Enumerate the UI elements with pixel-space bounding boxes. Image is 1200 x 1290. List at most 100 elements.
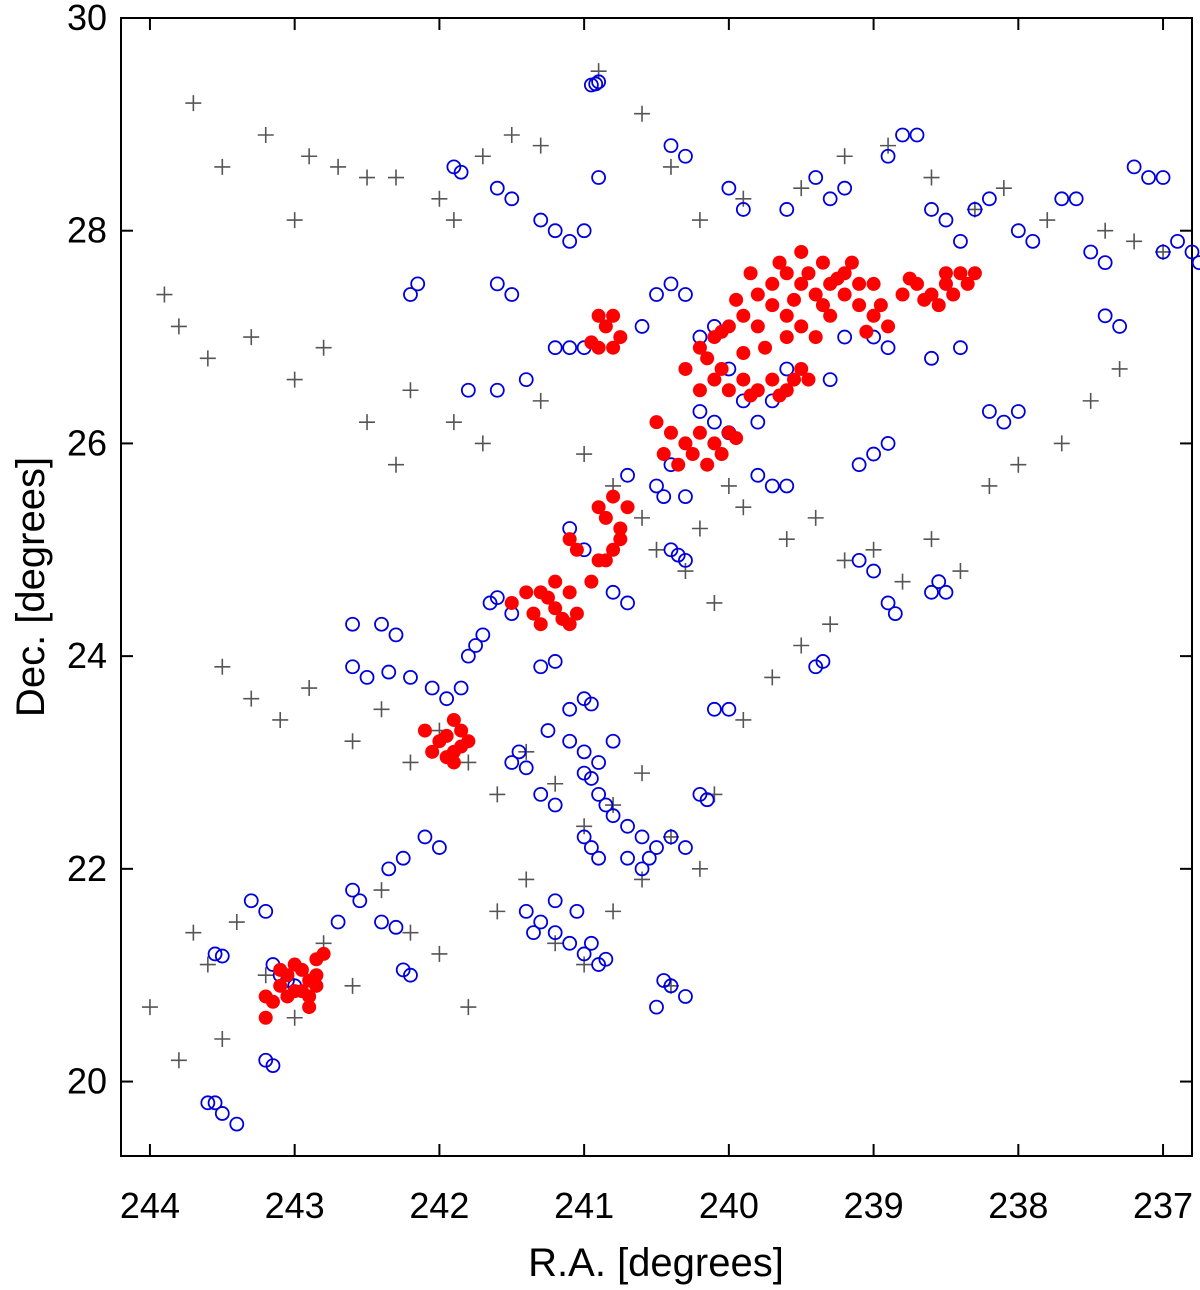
plus-point — [923, 531, 940, 548]
plus-point — [156, 286, 173, 303]
filled-circle-point — [794, 244, 809, 259]
open-circle-point — [562, 233, 578, 249]
open-circle-point — [866, 446, 881, 462]
open-circle-point — [518, 372, 534, 388]
open-circle-point — [678, 840, 693, 855]
plus-point — [387, 169, 404, 186]
filled-circle-point — [692, 340, 707, 355]
plus-point — [359, 414, 376, 431]
filled-circle-point — [439, 728, 454, 743]
open-circle-point — [243, 893, 259, 909]
open-circle-point — [605, 584, 621, 600]
plus-point — [634, 765, 651, 782]
filled-circle-point — [786, 372, 801, 387]
open-circle-point — [938, 584, 954, 600]
filled-circle-point — [750, 287, 765, 302]
open-circle-point — [518, 760, 534, 776]
filled-circle-point — [815, 298, 830, 313]
plus-point — [662, 158, 679, 175]
y-tick-label: 24 — [67, 635, 107, 676]
filled-circle-point — [273, 962, 288, 977]
filled-circle-point — [758, 340, 773, 355]
plus-point — [373, 882, 390, 899]
plus-point — [634, 509, 651, 526]
filled-circle-point — [729, 431, 744, 446]
filled-circle-point — [425, 744, 440, 759]
open-circle-point — [1010, 404, 1026, 419]
filled-circle-point — [721, 383, 736, 398]
filled-circle-point — [743, 266, 758, 281]
open-circle-point — [837, 329, 853, 345]
open-circle-point — [533, 212, 549, 228]
filled-circle-point — [569, 606, 584, 621]
open-circle-point — [656, 973, 672, 988]
filled-circle-point — [309, 968, 324, 983]
open-circle-point — [1068, 191, 1084, 207]
plus-point — [330, 158, 347, 175]
plus-point — [793, 637, 810, 654]
open-circle-point — [750, 467, 766, 483]
open-circle-point — [649, 478, 664, 494]
open-circle-point — [489, 276, 505, 292]
filled-circle-point — [852, 276, 867, 291]
open-circle-point — [533, 786, 549, 802]
filled-circle-point — [794, 361, 809, 376]
open-circle-point — [909, 127, 925, 143]
open-circle-point — [381, 861, 397, 877]
filled-circle-point — [417, 723, 432, 738]
open-circle-point — [815, 654, 831, 669]
plus-point — [836, 148, 853, 165]
open-circle-point — [207, 1095, 223, 1111]
open-circle-point — [880, 148, 896, 164]
filled-circle-point — [606, 308, 621, 323]
filled-circle-point — [700, 457, 715, 472]
plus-point — [445, 212, 462, 229]
open-circle-point — [764, 478, 780, 494]
open-circle-point — [808, 170, 824, 185]
filled-circle-point — [562, 532, 577, 547]
open-circle-point — [576, 223, 592, 239]
y-tick-label: 20 — [67, 1061, 107, 1102]
plus-point — [547, 935, 564, 952]
x-tick-label: 237 — [1133, 1185, 1193, 1226]
filled-circle-point — [736, 346, 751, 361]
filled-circle-point — [765, 298, 780, 313]
plus-point — [880, 137, 897, 154]
open-circle-point — [678, 148, 693, 164]
open-circle-point — [634, 319, 650, 334]
filled-circle-point — [852, 298, 867, 313]
filled-circle-point — [859, 324, 874, 339]
plus-point — [764, 669, 781, 686]
plus-point — [199, 956, 216, 973]
open-circle-point — [453, 680, 469, 696]
plus-point — [214, 658, 231, 675]
open-circle-point — [924, 350, 939, 366]
plus-point — [735, 190, 752, 207]
open-circle-point — [1170, 233, 1185, 249]
plus-point — [402, 382, 419, 399]
plus-point — [460, 999, 477, 1016]
x-tick-label: 238 — [988, 1185, 1048, 1226]
open-circle-point — [583, 771, 599, 786]
plus-point — [1039, 212, 1056, 229]
filled-circle-point — [309, 978, 324, 993]
open-circle-point — [403, 670, 418, 685]
plus-point — [503, 126, 520, 143]
filled-circle-point — [598, 510, 613, 525]
open-circle-point — [953, 233, 968, 249]
open-circle-point — [779, 361, 795, 377]
open-circle-point — [670, 547, 686, 563]
plus-point — [648, 541, 665, 558]
open-circle-point — [432, 840, 447, 855]
open-circle-point — [475, 627, 491, 643]
open-circle-point — [663, 276, 679, 292]
open-circle-point — [345, 659, 360, 675]
open-circle-point — [417, 829, 433, 845]
plus-point — [532, 137, 549, 154]
open-circle-point — [410, 276, 426, 292]
x-tick-label: 241 — [554, 1185, 614, 1226]
filled-circle-point — [794, 276, 809, 291]
filled-circle-point — [772, 388, 787, 403]
filled-circle-point — [562, 617, 577, 632]
